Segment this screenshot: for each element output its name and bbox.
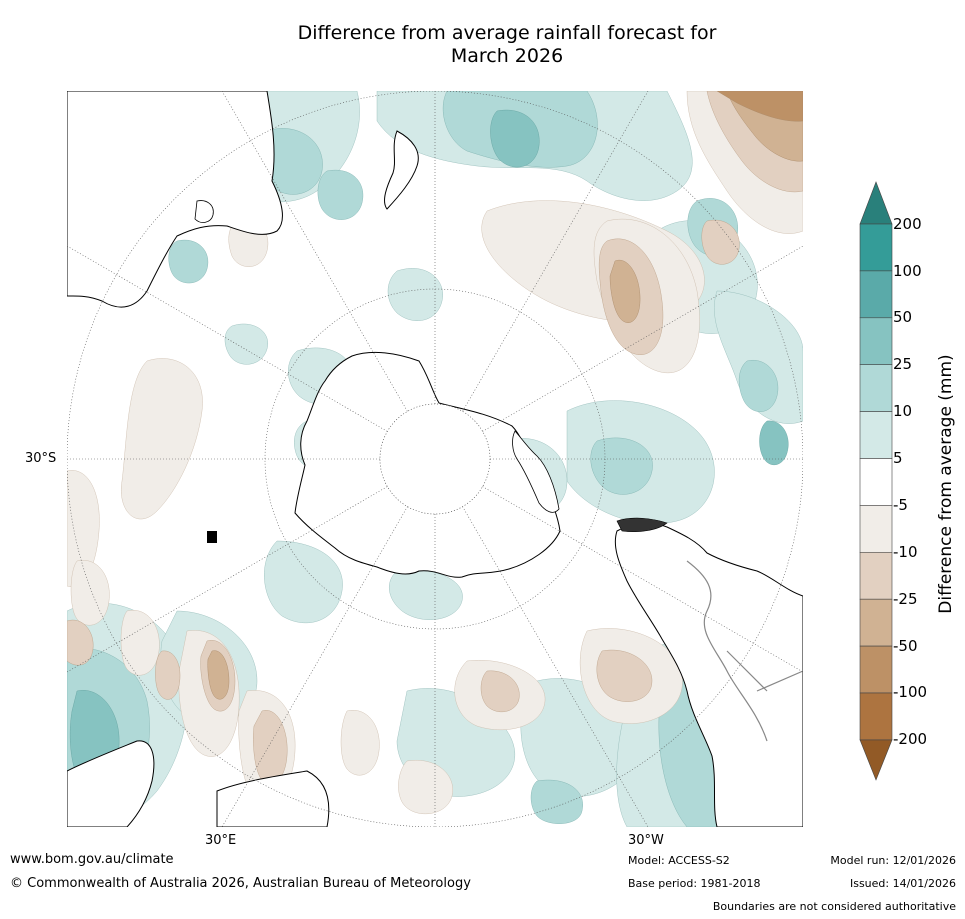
tick-neg50: -50: [893, 637, 918, 655]
issued-text: Issued: 14/01/2026: [849, 877, 956, 890]
title-line-1: Difference from average rainfall forecas…: [297, 22, 717, 44]
tick-5: 5: [893, 449, 903, 467]
map-title: Difference from average rainfall forecas…: [0, 22, 965, 68]
model-run-text: Model run: 12/01/2026: [830, 854, 956, 867]
tick-10: 10: [893, 402, 913, 420]
colorbar-cell: [859, 223, 893, 272]
country-borders: [686, 560, 803, 742]
africa-outline: [67, 740, 155, 827]
base-period-text: Base period: 1981-2018: [628, 877, 761, 890]
lon-label-30w: 30°W: [628, 833, 664, 848]
tick-neg5: -5: [893, 496, 908, 514]
colorbar-cell: [859, 411, 893, 459]
pole-hole: [379, 403, 491, 515]
colorbar-cell: [859, 505, 893, 553]
colorbar-title: Difference from average (mm): [936, 354, 956, 614]
disclaimer-text: Boundaries are not considered authoritat…: [712, 900, 956, 913]
dry-anomaly-strong: [207, 91, 803, 700]
colorbar-cell: [859, 551, 893, 600]
website-link[interactable]: www.bom.gov.au/climate: [10, 852, 174, 867]
lon-label-30e: 30°E: [205, 833, 237, 848]
tick-200: 200: [893, 215, 922, 233]
tierra-del-fuego: [616, 517, 668, 533]
madagascar: [207, 531, 217, 543]
tick-100: 100: [893, 262, 922, 280]
colorbar: [859, 181, 893, 781]
copyright-text: © Commonwealth of Australia 2026, Austra…: [10, 876, 471, 891]
colorbar-extend-high: [859, 181, 893, 225]
south-america-outline: [614, 523, 803, 827]
tick-neg10: -10: [893, 543, 918, 561]
tick-25: 25: [893, 355, 913, 373]
lat-label-30s: 30°S: [25, 451, 57, 466]
colorbar-cell: [859, 458, 893, 506]
model-text: Model: ACCESS-S2: [628, 854, 730, 867]
antarctic-peninsula-outline: [512, 430, 560, 513]
tick-neg25: -25: [893, 590, 918, 608]
colorbar-cells: [859, 181, 893, 781]
colorbar-cell: [859, 270, 893, 319]
new-zealand-outline: [384, 130, 419, 210]
title-line-2: March 2026: [450, 45, 564, 67]
colorbar-cell: [859, 598, 893, 647]
tick-neg200: -200: [893, 730, 928, 748]
tick-50: 50: [893, 308, 913, 326]
colorbar-cell: [859, 317, 893, 366]
rainfall-anomaly-map: [67, 91, 803, 827]
southern-africa-outline: [216, 770, 330, 827]
tick-neg100: -100: [893, 683, 928, 701]
colorbar-cell: [859, 692, 893, 741]
tasmania: [194, 200, 214, 223]
colorbar-cell: [859, 364, 893, 412]
australia-outline: [67, 91, 283, 308]
colorbar-extend-low: [859, 739, 893, 781]
colorbar-cell: [859, 645, 893, 694]
